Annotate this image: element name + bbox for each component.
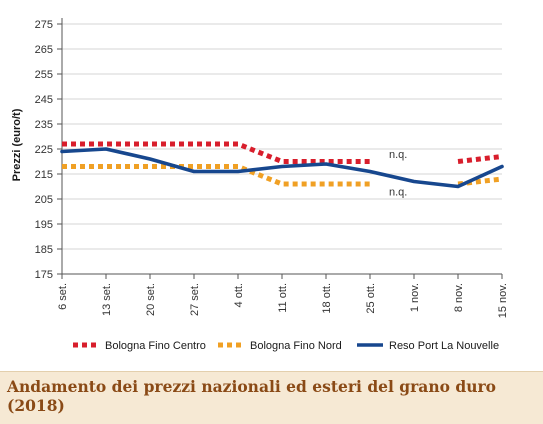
y-tick-label: 185 [35,244,53,256]
y-tick-label: 195 [35,219,53,231]
annotation-nq: n.q. [389,187,407,199]
y-tick-label: 235 [35,119,53,131]
x-tick-label: 25 ott. [365,283,377,314]
series-line-2 [457,176,503,187]
y-tick-label: 245 [35,94,53,106]
legend-label-3: Reso Port La Nouvelle [389,340,499,352]
series-line-1 [457,154,503,164]
series-line-1 [62,141,370,164]
x-tick-label: 1 nov. [409,283,421,312]
axis-layer [57,18,503,279]
y-tick-label: 225 [35,144,53,156]
y-tick-label: 215 [35,169,53,181]
x-tick-labels: 6 set. 13 set. 20 set. 27 set. 4 ott. 11 ott.… [57,283,509,318]
annotation-nq: n.q. [389,149,407,161]
y-tick-label: 265 [35,44,53,56]
x-tick-label: 18 ott. [321,283,333,314]
series-line-3 [60,147,504,189]
x-tick-label: 8 nov. [453,283,465,312]
legend-label-2: Bologna Fino Nord [250,340,342,352]
y-tick-label: 275 [35,19,53,31]
x-tick-label: 27 set. [189,283,201,316]
y-tick-labels: 175 185 195 205 215 225 235 245 255 265 275 [35,19,53,281]
y-axis-label: Prezzi (euro/t) [11,108,23,181]
y-tick-label: 255 [35,69,53,81]
legend-label-1: Bologna Fino Centro [105,340,206,352]
series-line-2 [62,164,370,187]
chart-caption-title: Andamento dei prezzi nazionali ed esteri… [7,377,496,415]
annotations: n.q. n.q. [389,149,407,199]
x-tick-label: 11 ott. [277,283,289,313]
caption-box: Andamento dei prezzi nazionali ed esteri… [0,371,543,424]
x-tick-label: 20 set. [145,283,157,316]
legend: Bologna Fino Centro Bologna Fino Nord Reso… [73,340,499,352]
x-tick-label: 4 ott. [233,283,245,307]
y-tick-label: 175 [35,269,53,281]
series-layer [60,141,504,189]
y-tick-label: 205 [35,194,53,206]
x-tick-label: 13 set. [101,283,113,316]
x-tick-label: 6 set. [57,283,69,310]
grid-layer [62,23,502,275]
line-chart: 175 185 195 205 215 225 235 245 255 265 275 6 set.… [11,18,509,352]
x-tick-label: 15 nov. [497,283,509,318]
